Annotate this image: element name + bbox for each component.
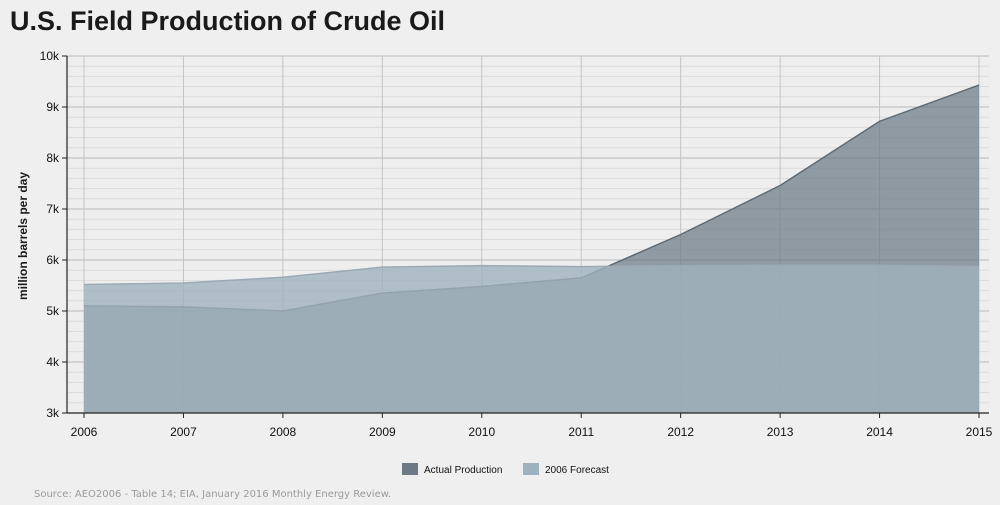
y-tick-label: 9k — [46, 100, 60, 114]
y-tick-label: 7k — [46, 202, 60, 216]
axes: 3k 4k 5k 6k 7k 8k 9k 10k 2006 2007 2008 2009 2010 201… — [40, 49, 993, 439]
x-tick-label: 2012 — [667, 425, 694, 439]
x-tick-label: 2014 — [866, 425, 893, 439]
x-tick-label: 2007 — [170, 425, 197, 439]
source-note: Source: AEO2006 - Table 14; EIA, January… — [34, 489, 392, 500]
legend-label: Actual Production — [424, 465, 502, 476]
legend-swatch — [402, 463, 418, 475]
x-tick-label: 2010 — [468, 425, 495, 439]
y-tick-label: 5k — [46, 304, 60, 318]
chart-title: U.S. Field Production of Crude Oil — [10, 6, 446, 36]
y-tick-label: 6k — [46, 253, 60, 267]
legend-swatch — [523, 463, 539, 475]
y-tick-label: 8k — [46, 151, 60, 165]
y-tick-label: 4k — [46, 355, 60, 369]
forecast-line — [83, 264, 980, 286]
x-tick-label: 2011 — [568, 425, 594, 439]
legend-label: 2006 Forecast — [545, 465, 609, 476]
x-tick-label: 2013 — [767, 425, 794, 439]
y-tick-label: 3k — [46, 406, 60, 420]
legend: Actual Production 2006 Forecast — [402, 463, 609, 476]
x-tick-label: 2006 — [71, 425, 98, 439]
y-axis-label: million barrels per day — [16, 172, 30, 300]
forecast-area — [84, 265, 979, 413]
x-tick-label: 2015 — [966, 425, 993, 439]
y-tick-label: 10k — [40, 49, 60, 63]
x-tick-label: 2009 — [369, 425, 396, 439]
series-areas — [83, 84, 980, 413]
x-tick-label: 2008 — [270, 425, 297, 439]
